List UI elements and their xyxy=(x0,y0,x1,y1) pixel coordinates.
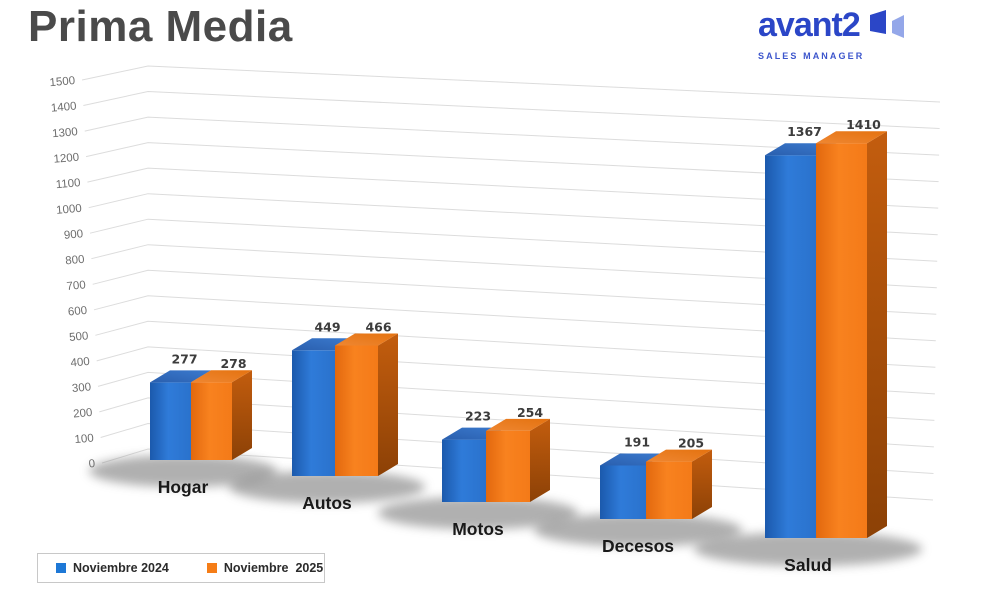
bar-autos-noviembre-2025 xyxy=(335,333,398,476)
bar-value-motos-noviembre-2024: 223 xyxy=(465,409,491,424)
bar-value-decesos-noviembre-2025: 205 xyxy=(678,436,704,451)
gridline-1500 xyxy=(81,65,941,103)
category-label-autos: Autos xyxy=(302,493,352,513)
bar-value-decesos-noviembre-2024: 191 xyxy=(624,435,650,450)
bar-value-salud-noviembre-2025: 1410 xyxy=(846,117,881,132)
gridline-900 xyxy=(89,218,938,262)
grid-and-y-axis: 0 100 200 300 400 500 600 700 800 900 1000 1100 1200… xyxy=(49,65,941,501)
y-tick-200: 200 xyxy=(73,407,93,421)
category-label-salud: Salud xyxy=(784,555,832,575)
gridline-400 xyxy=(96,346,935,395)
bar-shadow-decesos xyxy=(534,513,742,547)
y-tick-1400: 1400 xyxy=(50,101,77,115)
page-title: Prima Media xyxy=(28,2,293,51)
bar-salud-noviembre-2024 xyxy=(765,143,836,538)
y-tick-1300: 1300 xyxy=(52,126,79,140)
gridline-1300 xyxy=(84,116,940,156)
y-tick-600: 600 xyxy=(67,305,87,319)
bar-value-autos-noviembre-2025: 466 xyxy=(365,320,391,335)
bar-shadow-hogar xyxy=(89,454,277,488)
gridline-300 xyxy=(97,371,935,421)
bar-shadow-motos xyxy=(378,496,578,530)
brand-name: avant2 xyxy=(758,6,861,44)
bar-decesos-noviembre-2025 xyxy=(646,449,712,519)
legend-label-noviembre-2024: Noviembre 2024 xyxy=(73,561,169,575)
y-tick-400: 400 xyxy=(70,356,90,370)
legend-label-noviembre-2025: Noviembre 2025 xyxy=(223,561,324,575)
chart-legend: Noviembre 2024 Noviembre 2025 xyxy=(37,553,325,583)
gridline-1200 xyxy=(85,142,939,183)
gridline-600 xyxy=(93,295,936,342)
y-tick-500: 500 xyxy=(69,330,89,344)
brand-tagline: SALES MANAGER xyxy=(758,51,865,61)
bar-hogar-noviembre-2025 xyxy=(191,370,252,460)
y-tick-700: 700 xyxy=(66,279,86,293)
brand-logo-icon xyxy=(866,8,910,49)
bar-value-autos-noviembre-2024: 449 xyxy=(314,319,340,334)
gridline-500 xyxy=(95,320,936,368)
legend-item-noviembre-2024: Noviembre 2024 xyxy=(56,561,169,575)
bar-shadow-salud xyxy=(694,531,922,567)
y-tick-0: 0 xyxy=(88,458,95,471)
y-tick-100: 100 xyxy=(74,433,94,447)
y-tick-800: 800 xyxy=(65,254,85,268)
legend-swatch-noviembre-2024 xyxy=(56,563,66,573)
gridline-800 xyxy=(91,244,937,289)
bar-value-hogar-noviembre-2024: 277 xyxy=(171,351,197,366)
category-label-motos: Motos xyxy=(452,519,504,539)
category-label-decesos: Decesos xyxy=(602,536,674,556)
bar-value-hogar-noviembre-2025: 278 xyxy=(220,356,246,371)
y-tick-1100: 1100 xyxy=(55,177,81,191)
gridline-1400 xyxy=(83,90,940,129)
bar-shadow-autos xyxy=(229,470,425,504)
bar-value-salud-noviembre-2024: 1367 xyxy=(787,124,822,139)
y-tick-1200: 1200 xyxy=(53,152,80,166)
legend-swatch-noviembre-2025 xyxy=(206,563,217,573)
y-tick-300: 300 xyxy=(71,381,91,395)
y-tick-1500: 1500 xyxy=(49,75,76,89)
gridline-700 xyxy=(92,269,937,315)
gridline-1100 xyxy=(87,167,939,209)
bar-value-motos-noviembre-2025: 254 xyxy=(517,405,543,420)
category-label-hogar: Hogar xyxy=(158,477,209,497)
y-tick-1000: 1000 xyxy=(56,203,83,217)
brand-logo: avant2 SALES MANAGER xyxy=(758,8,973,61)
bar-salud-noviembre-2025 xyxy=(816,131,887,538)
legend-item-noviembre-2025: Noviembre 2025 xyxy=(206,561,324,575)
gridline-1000 xyxy=(88,193,938,236)
bar-motos-noviembre-2025 xyxy=(486,418,550,502)
gridline-200 xyxy=(99,397,934,448)
y-tick-900: 900 xyxy=(63,228,83,242)
